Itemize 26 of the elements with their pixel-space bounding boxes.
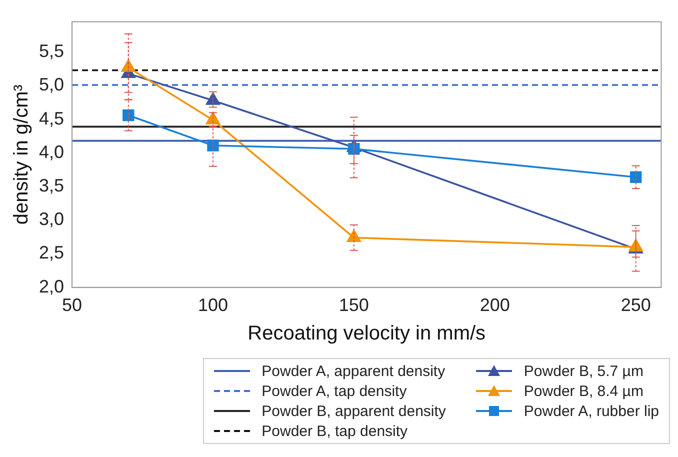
x-tick-label: 200 xyxy=(480,295,510,316)
legend-label: Powder B, 5.7 µm xyxy=(524,362,644,380)
point xyxy=(121,60,136,72)
point xyxy=(206,112,220,124)
y-tick-label: 3,0 xyxy=(38,209,64,230)
y-tick-label: 5,0 xyxy=(38,74,64,95)
legend-label: Powder A, tap density xyxy=(262,382,407,400)
y-tick-label: 2,0 xyxy=(38,276,64,296)
point xyxy=(346,230,361,242)
x-tick-label: 250 xyxy=(620,295,651,316)
legend-label: Powder B, tap density xyxy=(262,422,408,440)
legend-label: Powder A, apparent density xyxy=(262,362,446,380)
y-tick-label: 4,0 xyxy=(38,142,64,162)
x-tick-label: 150 xyxy=(338,295,369,316)
y-tick-label: 4,5 xyxy=(38,108,64,128)
legend-label: Powder A, rubber lip xyxy=(524,402,659,420)
y-tick-label: 3,5 xyxy=(38,176,64,196)
x-axis-title: Recoating velocity in mm/s xyxy=(248,322,486,345)
y-tick-label: 2,5 xyxy=(38,242,64,263)
legend-label: Powder B, 8.4 µm xyxy=(524,382,644,400)
x-tick-label: 100 xyxy=(198,295,228,316)
y-tick-label: 5,5 xyxy=(38,41,64,62)
y-axis-title: density in g/cm³ xyxy=(10,84,33,225)
x-tick-label: 50 xyxy=(62,295,82,316)
point xyxy=(206,92,220,105)
legend-label: Powder B, apparent density xyxy=(262,402,446,420)
